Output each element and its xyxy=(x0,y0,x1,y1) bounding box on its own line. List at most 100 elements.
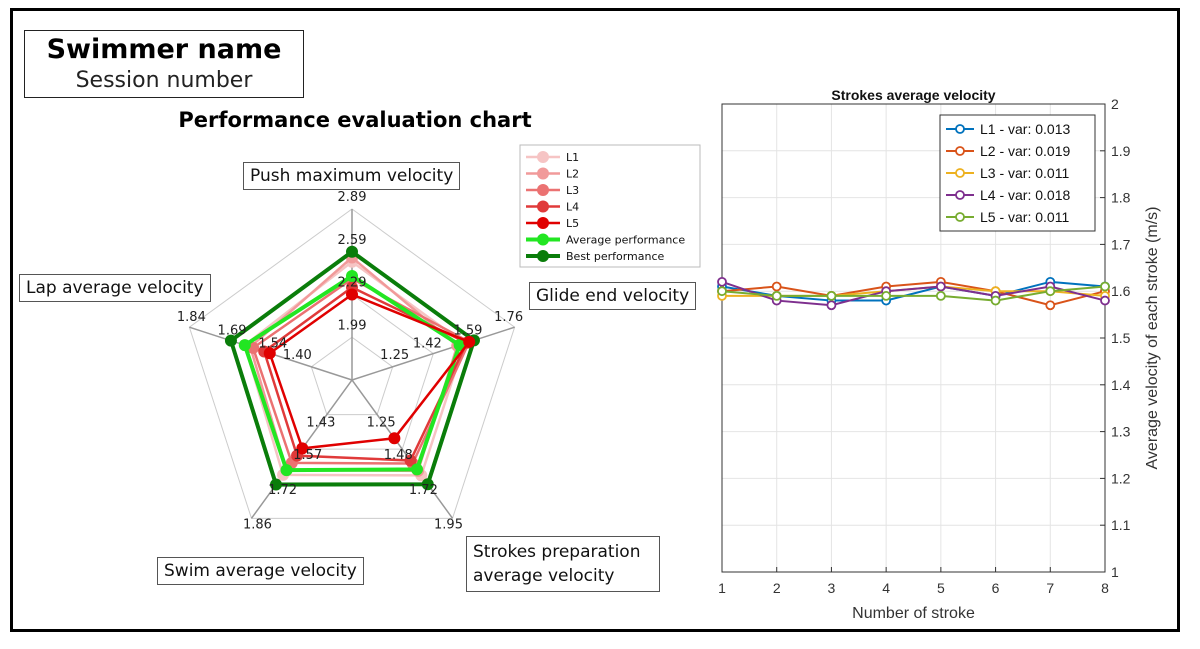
radar-point xyxy=(224,334,237,347)
radar-point xyxy=(296,442,309,455)
axis-label-push: Push maximum velocity xyxy=(243,162,461,190)
radar-tick-label: 2.29 xyxy=(338,276,367,291)
radar-legend-marker xyxy=(537,200,549,213)
y-tick-label: 2 xyxy=(1111,96,1119,112)
radar-series-l5 xyxy=(268,293,472,450)
radar-tick-label: 2.89 xyxy=(338,190,367,205)
radar-legend-label: L2 xyxy=(566,168,579,181)
radar-point xyxy=(238,339,251,352)
x-tick-label: 4 xyxy=(882,580,890,596)
radar-tick-label: 1.25 xyxy=(367,416,396,431)
radar-tick-label: 1.25 xyxy=(380,348,409,363)
line-legend-marker xyxy=(955,146,965,156)
line-point xyxy=(1100,295,1110,306)
radar-tick-label: 1.86 xyxy=(243,517,272,532)
radar-tick-label: 1.42 xyxy=(413,337,442,352)
radar-legend-marker xyxy=(537,217,549,229)
line-point xyxy=(826,290,837,301)
radar-point xyxy=(463,335,476,348)
x-tick-label: 7 xyxy=(1046,580,1054,596)
radar-point xyxy=(346,288,358,301)
radar-legend-label: Average performance xyxy=(566,234,685,247)
line-legend-marker xyxy=(955,190,965,200)
radar-point xyxy=(270,478,283,491)
radar-point xyxy=(346,245,358,258)
line-legend-marker xyxy=(955,168,965,178)
line-legend-label: L3 - var: 0.011 xyxy=(980,165,1069,181)
line-point xyxy=(717,286,727,297)
radar-tick-label: 1.72 xyxy=(409,483,438,498)
radar-series-best-performance xyxy=(228,249,477,487)
radar-tick-label: 1.57 xyxy=(293,448,322,463)
radar-legend-marker xyxy=(537,233,549,246)
radar-point xyxy=(404,454,417,467)
swimmer-name: Swimmer name xyxy=(46,34,282,65)
radar-tick-label: 1.43 xyxy=(306,416,335,431)
radar-tick-label: 1.76 xyxy=(494,310,523,325)
x-tick-label: 2 xyxy=(773,580,781,596)
swimmer-info-box: Swimmer name Session number xyxy=(24,30,304,98)
line-point xyxy=(1100,281,1110,292)
line-series-L2 xyxy=(721,280,1106,307)
y-tick-label: 1.9 xyxy=(1111,143,1131,159)
y-tick-label: 1.7 xyxy=(1111,236,1131,252)
axis-label-swim: Swim average velocity xyxy=(157,557,364,585)
y-tick-label: 1.4 xyxy=(1111,377,1131,393)
line-series-L4 xyxy=(721,280,1106,307)
line-point xyxy=(771,290,782,301)
y-tick-label: 1.3 xyxy=(1111,424,1131,440)
radar-point xyxy=(280,464,293,477)
radar-grid-ring xyxy=(310,336,394,416)
radar-chart: 2.89 2.59 2.29 1.99 1.76 1.59 1.42 1.25 1.95 1.72… xyxy=(177,144,701,532)
radar-legend-label: L3 xyxy=(566,184,579,197)
radar-grid-ring xyxy=(188,208,516,519)
radar-legend-label: L5 xyxy=(566,217,579,230)
radar-tick-label: 1.72 xyxy=(268,483,297,498)
radar-legend-marker xyxy=(537,184,549,196)
y-axis-label: Average velocity of each stroke (m/s) xyxy=(1144,207,1161,470)
radar-tick-label: 1.99 xyxy=(338,318,367,333)
axis-label-glide: Glide end velocity xyxy=(529,282,697,310)
radar-legend-label: L4 xyxy=(566,201,579,214)
radar-point xyxy=(263,347,276,360)
radar-point xyxy=(421,478,434,491)
radar-spoke xyxy=(351,326,515,381)
x-tick-label: 8 xyxy=(1101,580,1109,596)
radar-legend-marker xyxy=(537,167,549,180)
x-tick-label: 1 xyxy=(718,580,726,596)
axis-label-lap: Lap average velocity xyxy=(19,274,211,302)
radar-tick-label: 1.48 xyxy=(384,448,413,463)
y-tick-label: 1.2 xyxy=(1111,470,1131,486)
line-point xyxy=(826,300,837,311)
y-tick-label: 1.8 xyxy=(1111,190,1131,206)
radar-tick-label: 1.40 xyxy=(283,348,312,363)
line-legend-label: L1 - var: 0.013 xyxy=(980,121,1070,137)
line-legend-label: L4 - var: 0.018 xyxy=(980,187,1070,203)
radar-series-average-performance xyxy=(242,273,463,473)
line-point xyxy=(771,281,782,292)
radar-point xyxy=(453,339,466,352)
radar-legend-marker xyxy=(537,151,549,163)
y-tick-label: 1.1 xyxy=(1111,517,1131,533)
x-tick-label: 3 xyxy=(828,580,836,596)
x-tick-label: 6 xyxy=(992,580,1000,596)
radar-spoke xyxy=(351,379,454,519)
line-point xyxy=(990,295,1001,306)
line-point xyxy=(717,276,727,287)
y-tick-label: 1 xyxy=(1111,564,1119,580)
radar-point xyxy=(388,432,401,445)
radar-tick-label: 1.59 xyxy=(453,323,482,338)
x-axis-label: Number of stroke xyxy=(852,605,975,622)
line-legend-marker xyxy=(955,124,965,134)
line-series-L5 xyxy=(721,285,1106,302)
line-point xyxy=(881,290,892,301)
radar-title: Performance evaluation chart xyxy=(178,108,532,132)
line-point xyxy=(1045,300,1056,311)
line-legend-marker xyxy=(955,212,965,222)
radar-point xyxy=(410,463,423,476)
line-legend-label: L2 - var: 0.019 xyxy=(980,143,1070,159)
line-chart-title: Strokes average velocity xyxy=(831,87,995,103)
session-number: Session number xyxy=(75,68,253,93)
radar-tick-label: 2.59 xyxy=(338,233,367,248)
